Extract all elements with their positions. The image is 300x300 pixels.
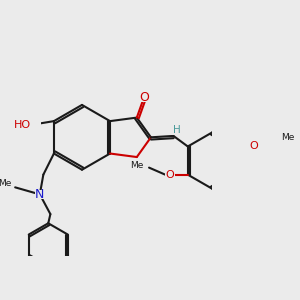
Text: O: O [139, 92, 149, 104]
Text: Me: Me [0, 179, 12, 188]
Text: O: O [166, 170, 175, 180]
Text: N: N [35, 188, 44, 201]
Bar [171, 128, 178, 135]
Text: HO: HO [14, 120, 32, 130]
Text: H: H [173, 125, 181, 135]
Bar [249, 142, 259, 151]
Text: O: O [250, 142, 259, 152]
Text: Me: Me [281, 133, 294, 142]
Text: Me: Me [130, 161, 143, 170]
Bar [139, 94, 149, 102]
Bar [22, 120, 40, 129]
Bar [35, 190, 45, 199]
Bar [165, 170, 175, 179]
